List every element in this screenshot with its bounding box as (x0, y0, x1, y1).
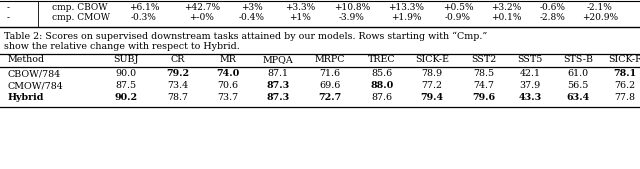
Text: 88.0: 88.0 (371, 81, 394, 91)
Text: STS-B: STS-B (563, 55, 593, 65)
Text: 79.4: 79.4 (420, 93, 444, 103)
Text: +20.9%: +20.9% (582, 14, 618, 22)
Text: -: - (6, 4, 10, 13)
Text: +3.2%: +3.2% (491, 4, 521, 13)
Text: +10.8%: +10.8% (334, 4, 370, 13)
Text: 69.6: 69.6 (319, 81, 340, 91)
Text: -0.3%: -0.3% (131, 14, 157, 22)
Text: CR: CR (171, 55, 185, 65)
Text: 63.4: 63.4 (566, 93, 589, 103)
Text: SST5: SST5 (517, 55, 543, 65)
Text: -0.9%: -0.9% (445, 14, 471, 22)
Text: MR: MR (220, 55, 236, 65)
Text: 73.4: 73.4 (168, 81, 189, 91)
Text: 73.7: 73.7 (218, 93, 239, 103)
Text: -2.1%: -2.1% (587, 4, 613, 13)
Text: cmp. CMOW: cmp. CMOW (52, 14, 110, 22)
Text: +3.3%: +3.3% (285, 4, 315, 13)
Text: +1%: +1% (289, 14, 311, 22)
Text: -2.8%: -2.8% (540, 14, 566, 22)
Text: 70.6: 70.6 (218, 81, 239, 91)
Text: 87.3: 87.3 (266, 81, 290, 91)
Text: Hybrid: Hybrid (8, 93, 44, 103)
Text: 42.1: 42.1 (520, 69, 541, 78)
Text: 76.2: 76.2 (614, 81, 636, 91)
Text: -0.6%: -0.6% (540, 4, 566, 13)
Text: MPQA: MPQA (262, 55, 293, 65)
Text: 77.2: 77.2 (422, 81, 442, 91)
Text: -0.4%: -0.4% (239, 14, 265, 22)
Text: +3%: +3% (241, 4, 263, 13)
Text: -3.9%: -3.9% (339, 14, 365, 22)
Text: +1.9%: +1.9% (391, 14, 421, 22)
Text: 74.7: 74.7 (474, 81, 495, 91)
Text: +6.1%: +6.1% (129, 4, 159, 13)
Text: 56.5: 56.5 (567, 81, 589, 91)
Text: +-0%: +-0% (189, 14, 214, 22)
Text: 90.0: 90.0 (115, 69, 136, 78)
Text: SUBJ: SUBJ (113, 55, 139, 65)
Text: +0.5%: +0.5% (443, 4, 474, 13)
Text: Table 2: Scores on supervised downstream tasks attained by our models. Rows star: Table 2: Scores on supervised downstream… (4, 32, 487, 41)
Text: CBOW/784: CBOW/784 (8, 69, 61, 78)
Text: MRPC: MRPC (315, 55, 345, 65)
Text: 77.8: 77.8 (614, 93, 636, 103)
Text: 79.2: 79.2 (166, 69, 189, 78)
Text: show the relative change with respect to Hybrid.: show the relative change with respect to… (4, 42, 240, 51)
Text: SICK-R: SICK-R (608, 55, 640, 65)
Text: -: - (6, 14, 10, 22)
Text: 78.1: 78.1 (613, 69, 637, 78)
Text: 61.0: 61.0 (568, 69, 589, 78)
Text: 87.3: 87.3 (266, 93, 290, 103)
Text: +42.7%: +42.7% (184, 4, 220, 13)
Text: TREC: TREC (368, 55, 396, 65)
Text: 74.0: 74.0 (216, 69, 239, 78)
Text: 87.1: 87.1 (268, 69, 289, 78)
Text: 71.6: 71.6 (319, 69, 340, 78)
Text: 78.5: 78.5 (474, 69, 495, 78)
Text: SICK-E: SICK-E (415, 55, 449, 65)
Text: CMOW/784: CMOW/784 (8, 81, 64, 91)
Text: 79.6: 79.6 (472, 93, 495, 103)
Text: 78.7: 78.7 (168, 93, 189, 103)
Text: 85.6: 85.6 (371, 69, 392, 78)
Text: 87.6: 87.6 (371, 93, 392, 103)
Text: 37.9: 37.9 (520, 81, 541, 91)
Text: SST2: SST2 (472, 55, 497, 65)
Text: +0.1%: +0.1% (491, 14, 521, 22)
Text: 87.5: 87.5 (115, 81, 136, 91)
Text: Method: Method (8, 55, 45, 65)
Text: 43.3: 43.3 (518, 93, 541, 103)
Text: 78.9: 78.9 (421, 69, 443, 78)
Text: cmp. CBOW: cmp. CBOW (52, 4, 108, 13)
Text: 90.2: 90.2 (115, 93, 138, 103)
Text: +13.3%: +13.3% (388, 4, 424, 13)
Text: 72.7: 72.7 (318, 93, 342, 103)
